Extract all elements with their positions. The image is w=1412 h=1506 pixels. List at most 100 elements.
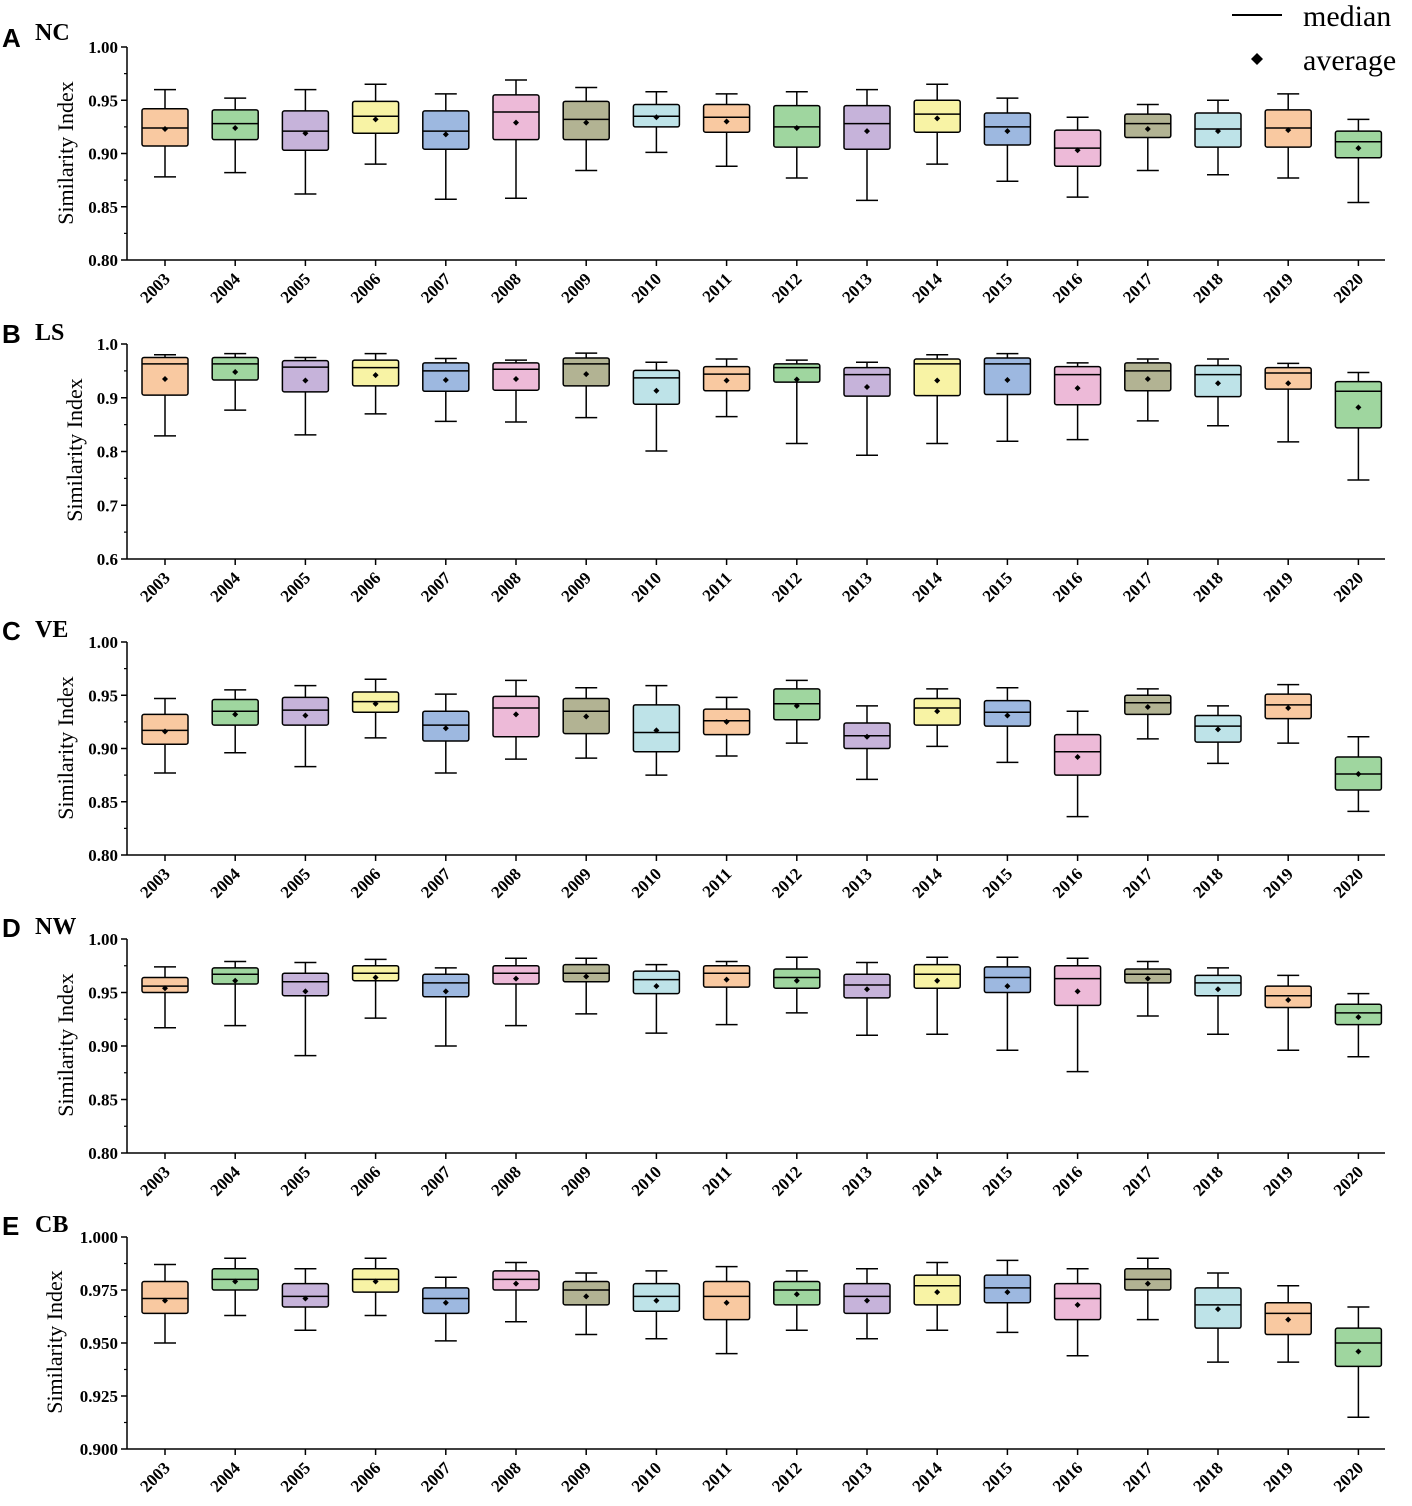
mean-marker bbox=[1355, 771, 1362, 778]
mean-marker bbox=[1144, 975, 1151, 982]
mean-marker bbox=[864, 733, 870, 740]
y-axis-title: Similarity Index bbox=[62, 378, 87, 522]
mean-marker bbox=[1355, 1014, 1362, 1021]
y-tick-label: 1.000 bbox=[80, 1228, 118, 1247]
box-iqr bbox=[211, 356, 259, 381]
box-iqr bbox=[211, 967, 259, 985]
box-iqr bbox=[492, 1270, 540, 1291]
mean-marker bbox=[442, 1299, 449, 1306]
mean-marker bbox=[1074, 1301, 1081, 1308]
mean-marker bbox=[1144, 1280, 1151, 1287]
mean-marker bbox=[1285, 380, 1292, 387]
box-iqr bbox=[843, 104, 891, 150]
y-tick-label: 0.85 bbox=[88, 1091, 118, 1110]
y-axis-title: Similarity Index bbox=[42, 1270, 67, 1414]
box-iqr bbox=[141, 1280, 189, 1315]
mean-marker bbox=[793, 702, 800, 709]
mean-marker bbox=[1144, 703, 1151, 710]
mean-marker bbox=[1004, 983, 1011, 990]
mean-marker bbox=[372, 974, 379, 981]
mean-marker bbox=[1004, 128, 1011, 135]
mean-marker bbox=[723, 718, 730, 725]
box-iqr bbox=[983, 1274, 1032, 1304]
y-tick-label: 0.8 bbox=[97, 443, 118, 462]
box-iqr bbox=[702, 103, 751, 133]
legend-average-swatch bbox=[1251, 53, 1263, 65]
panel-letter: A bbox=[2, 23, 21, 53]
mean-marker bbox=[793, 124, 800, 131]
mean-marker bbox=[793, 376, 800, 383]
mean-marker bbox=[1074, 988, 1081, 995]
mean-marker bbox=[934, 1289, 941, 1296]
panel-title: CB bbox=[35, 1212, 68, 1238]
box-iqr bbox=[913, 963, 961, 989]
mean-marker bbox=[864, 986, 870, 993]
mean-marker bbox=[583, 371, 590, 378]
box-iqr bbox=[422, 973, 470, 998]
mean-marker bbox=[1285, 705, 1292, 712]
mean-marker bbox=[302, 377, 309, 384]
y-tick-label: 0.85 bbox=[88, 793, 118, 812]
panel-title: NW bbox=[35, 914, 76, 940]
y-tick-label: 0.95 bbox=[88, 91, 118, 110]
mean-marker bbox=[302, 712, 309, 719]
y-tick-label: 0.80 bbox=[88, 846, 118, 865]
mean-marker bbox=[232, 1278, 239, 1285]
y-tick-label: 0.975 bbox=[80, 1281, 118, 1300]
mean-marker bbox=[583, 973, 590, 980]
mean-marker bbox=[162, 1297, 168, 1304]
mean-marker bbox=[1215, 986, 1221, 993]
y-tick-label: 0.80 bbox=[88, 1144, 118, 1163]
y-tick-label: 1.00 bbox=[88, 633, 118, 652]
y-axis-title: Similarity Index bbox=[53, 973, 78, 1117]
y-tick-label: 1.00 bbox=[88, 38, 118, 57]
mean-marker bbox=[442, 377, 449, 384]
box-iqr bbox=[562, 1280, 610, 1306]
mean-marker bbox=[653, 727, 660, 734]
mean-marker bbox=[162, 728, 168, 735]
mean-marker bbox=[442, 988, 449, 995]
box-iqr bbox=[281, 359, 330, 393]
box-iqr bbox=[141, 976, 189, 994]
y-tick-label: 0.85 bbox=[88, 198, 118, 217]
box-iqr bbox=[1264, 985, 1312, 1009]
mean-marker bbox=[1004, 377, 1011, 384]
box-iqr bbox=[983, 357, 1032, 396]
y-tick-label: 0.95 bbox=[88, 686, 118, 705]
y-tick-label: 0.900 bbox=[80, 1440, 118, 1459]
mean-marker bbox=[1004, 1289, 1011, 1296]
box-iqr bbox=[983, 966, 1032, 994]
box-iqr bbox=[281, 696, 330, 726]
box-iqr bbox=[1053, 965, 1102, 1007]
mean-marker bbox=[302, 1295, 309, 1302]
panel-d: D NW Similarity Index 0.80 0.85 0.90 0.95 1.… bbox=[2, 913, 1385, 1200]
box-iqr bbox=[632, 970, 681, 995]
mean-marker bbox=[653, 114, 660, 121]
mean-marker bbox=[864, 128, 870, 135]
box-iqr bbox=[492, 94, 540, 141]
y-tick-label: 1.00 bbox=[88, 930, 118, 949]
mean-marker bbox=[653, 983, 660, 990]
mean-marker bbox=[232, 977, 239, 984]
mean-marker bbox=[1144, 126, 1151, 133]
box-iqr bbox=[281, 1282, 330, 1308]
panel-letter: B bbox=[2, 319, 21, 349]
mean-marker bbox=[513, 711, 519, 718]
mean-marker bbox=[653, 387, 660, 394]
y-tick-label: 0.90 bbox=[88, 1037, 118, 1056]
mean-marker bbox=[723, 377, 730, 384]
box-iqr bbox=[632, 369, 681, 405]
y-tick-label: 0.9 bbox=[97, 389, 118, 408]
mean-marker bbox=[723, 118, 730, 125]
mean-marker bbox=[793, 977, 800, 984]
mean-marker bbox=[1074, 754, 1081, 761]
mean-marker bbox=[1215, 128, 1221, 135]
mean-marker bbox=[302, 130, 309, 137]
y-tick-label: 0.95 bbox=[88, 984, 118, 1003]
mean-marker bbox=[442, 725, 449, 732]
panel-title: VE bbox=[35, 617, 68, 643]
panel-title: LS bbox=[35, 320, 64, 346]
mean-marker bbox=[232, 711, 239, 718]
